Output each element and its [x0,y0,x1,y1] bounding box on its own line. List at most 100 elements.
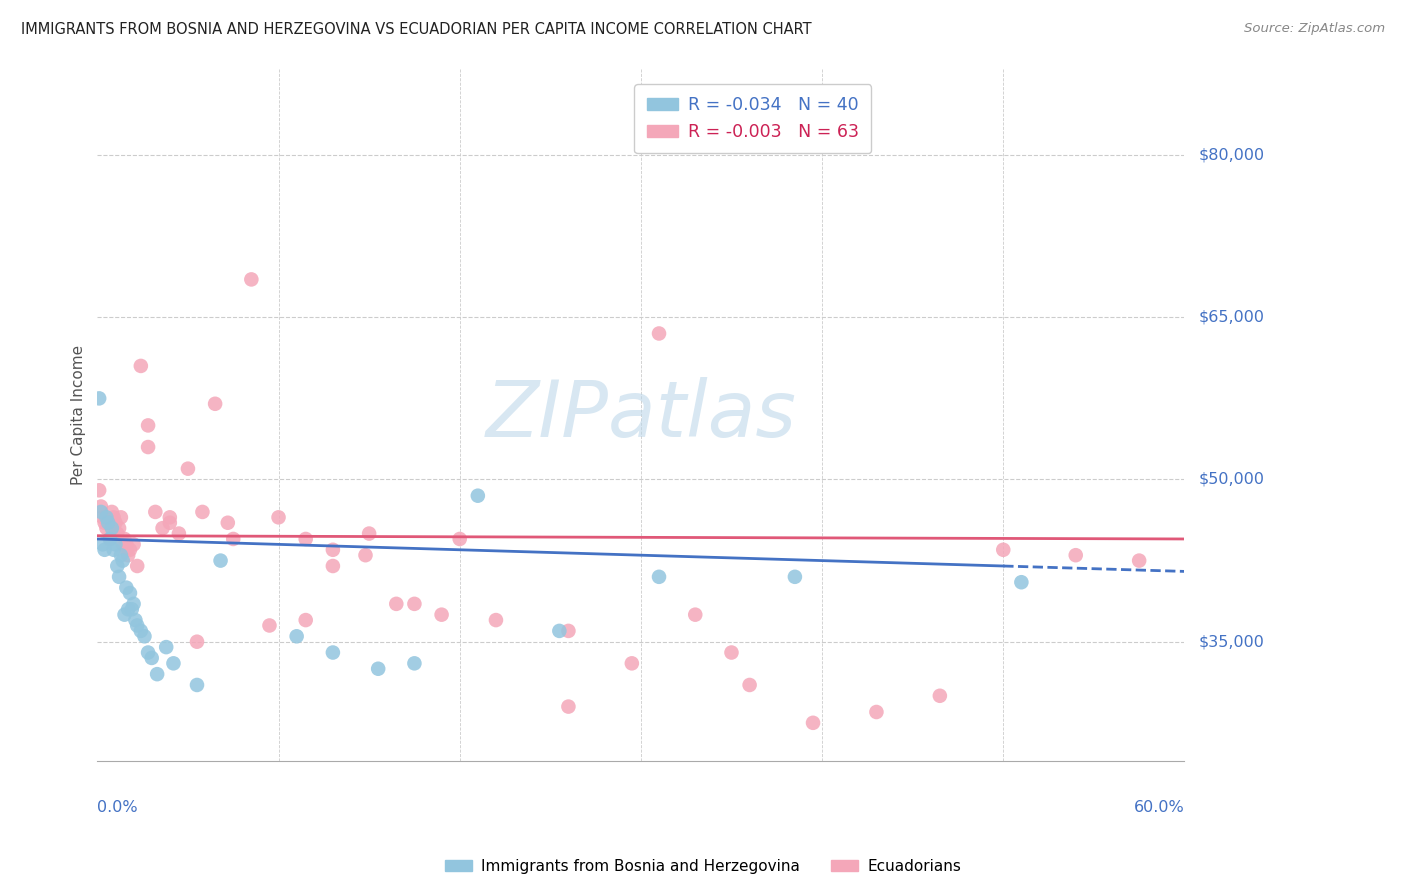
Text: $65,000: $65,000 [1198,310,1264,325]
Point [738,678,761,692]
Point [285,629,308,643]
Point [96,510,118,524]
Point [1191,559,1213,574]
Point [105,526,128,541]
Text: Source: ZipAtlas.com: Source: ZipAtlas.com [1244,22,1385,36]
Point [122,597,145,611]
Point [115,542,138,557]
Point [322,559,344,574]
Point [152,521,174,535]
Legend: Immigrants from Bosnia and Herzegovina, Ecuadorians: Immigrants from Bosnia and Herzegovina, … [439,853,967,880]
Point [222,532,245,546]
Point [111,553,134,567]
Point [162,657,184,671]
Point [548,624,571,638]
Point [648,326,671,341]
Point [620,657,643,671]
Point [177,461,200,475]
Point [683,607,706,622]
Point [467,489,489,503]
Point [118,542,141,557]
Point [117,548,139,562]
Point [720,646,742,660]
Text: 0.0%: 0.0% [97,799,138,814]
Point [93,516,115,530]
Point [648,570,671,584]
Point [217,516,239,530]
Point [96,521,118,535]
Point [294,532,316,546]
Point [115,581,138,595]
Point [155,640,177,654]
Point [110,548,132,562]
Point [191,505,214,519]
Point [186,634,208,648]
Point [259,618,281,632]
Point [89,483,111,498]
Point [136,646,159,660]
Point [104,537,127,551]
Point [801,715,824,730]
Point [97,516,120,530]
Point [359,526,381,541]
Point [111,537,134,551]
Point [159,516,181,530]
Point [134,629,156,643]
Legend: R = -0.034   N = 40, R = -0.003   N = 63: R = -0.034 N = 40, R = -0.003 N = 63 [634,84,872,153]
Point [322,542,344,557]
Text: $80,000: $80,000 [1198,147,1264,162]
Point [90,505,112,519]
Point [385,597,408,611]
Point [118,586,141,600]
Point [1064,548,1087,562]
Point [110,510,132,524]
Point [104,516,127,530]
Point [204,397,226,411]
Point [404,597,426,611]
Point [209,553,232,567]
Point [354,548,377,562]
Point [91,537,114,551]
Point [115,537,138,551]
Point [136,440,159,454]
Point [167,526,190,541]
Point [105,559,128,574]
Point [783,570,806,584]
Point [1010,575,1032,590]
Point [101,505,124,519]
Point [90,500,112,514]
Text: 60.0%: 60.0% [1133,799,1184,814]
Point [101,521,124,535]
Text: IMMIGRANTS FROM BOSNIA AND HERZEGOVINA VS ECUADORIAN PER CAPITA INCOME CORRELATI: IMMIGRANTS FROM BOSNIA AND HERZEGOVINA V… [21,22,811,37]
Point [865,705,887,719]
Point [404,657,426,671]
Point [114,532,136,546]
Point [267,510,290,524]
Point [129,624,152,638]
Point [108,521,131,535]
Point [129,359,152,373]
Point [240,272,263,286]
Point [322,646,344,660]
Point [121,602,143,616]
Point [136,418,159,433]
Point [449,532,471,546]
Point [117,602,139,616]
Point [143,505,166,519]
Point [127,618,149,632]
Point [186,678,208,692]
Point [141,651,163,665]
Point [93,542,115,557]
Point [557,624,579,638]
Point [124,613,146,627]
Text: $50,000: $50,000 [1198,472,1264,487]
Y-axis label: Per Capita Income: Per Capita Income [72,344,86,484]
Point [103,510,125,524]
Point [146,667,169,681]
Point [114,607,136,622]
Point [485,613,508,627]
Point [993,542,1015,557]
Point [928,689,950,703]
Point [98,532,121,546]
Point [122,537,145,551]
